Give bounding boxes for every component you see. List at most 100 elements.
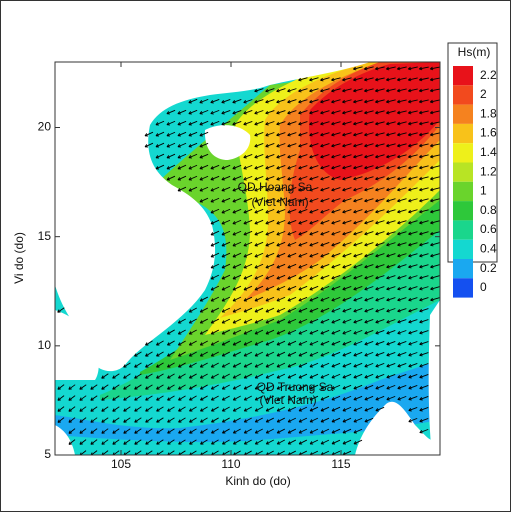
flow-arrow-head (243, 265, 247, 269)
flow-arrow-head (112, 419, 116, 423)
flow-arrow (320, 77, 330, 81)
flow-arrow-head (386, 286, 390, 291)
flow-arrow (222, 406, 230, 412)
flow-arrow-head (386, 353, 390, 357)
flow-arrow (309, 231, 319, 235)
flow-arrow-head (210, 331, 215, 335)
flow-arrow-head (342, 408, 346, 412)
flow-arrow (166, 164, 176, 170)
flow-arrow-head (276, 88, 280, 93)
flow-arrow-head (309, 386, 314, 390)
flow-arrow-head (276, 441, 281, 445)
flow-arrow (342, 187, 352, 191)
flow-arrow-head (189, 397, 193, 401)
colorbar-label: 1.2 (480, 164, 497, 178)
flow-arrow (309, 143, 319, 147)
flow-arrow (320, 406, 330, 412)
flow-arrow (375, 275, 385, 279)
flow-arrow (408, 286, 418, 290)
flow-arrow (331, 439, 341, 445)
flow-arrow (254, 373, 264, 379)
flow-arrow (386, 352, 396, 356)
flow-arrow-head (123, 386, 127, 390)
flow-arrow (430, 220, 440, 224)
flow-arrow (255, 428, 263, 434)
flow-arrow (266, 417, 274, 423)
flow-arrow-head (386, 110, 390, 115)
flow-arrow (331, 220, 341, 224)
flow-arrow (276, 154, 286, 158)
flow-arrow (353, 362, 363, 368)
flow-arrow-head (364, 419, 368, 423)
flow-arrow (320, 307, 330, 313)
flow-arrow-head (419, 397, 423, 401)
flow-arrow (419, 428, 429, 434)
flow-arrow (156, 450, 164, 455)
flow-arrow-head (221, 265, 226, 269)
flow-arrow-head (430, 143, 434, 148)
flow-arrow (364, 187, 374, 191)
flow-arrow (287, 450, 297, 455)
flow-arrow-head (287, 199, 291, 203)
flow-arrow (287, 132, 297, 136)
flow-arrow-head (265, 408, 270, 412)
flow-arrow (211, 384, 219, 390)
flow-arrow-head (177, 111, 181, 115)
flow-arrow-head (243, 287, 248, 291)
flow-arrow-head (177, 166, 181, 170)
flow-arrow-head (68, 397, 72, 401)
flow-arrow (276, 121, 286, 125)
annotation: QD Truong Sa (257, 380, 334, 394)
flow-arrow-head (408, 121, 412, 126)
flow-arrow-head (309, 309, 313, 313)
flow-arrow (430, 209, 440, 213)
flow-arrow-head (210, 309, 215, 313)
flow-arrow (353, 253, 363, 257)
flow-arrow-head (265, 232, 269, 236)
flow-arrow-head (298, 132, 302, 137)
flow-arrow-head (232, 276, 237, 280)
flow-arrow-head (166, 111, 170, 115)
flow-arrow (364, 297, 374, 301)
flow-arrow (79, 428, 87, 434)
flow-arrow-head (265, 143, 269, 148)
flow-arrow-head (419, 352, 423, 357)
flow-arrow (375, 242, 385, 246)
flow-arrow-head (287, 221, 291, 225)
flow-arrow (68, 439, 76, 445)
flow-arrow (342, 406, 352, 412)
flow-arrow (287, 439, 297, 445)
flow-arrow (342, 373, 352, 379)
flow-arrow (134, 406, 142, 412)
flow-arrow-head (276, 265, 280, 269)
flow-arrow (430, 110, 440, 114)
flow-arrow (276, 285, 286, 291)
flow-arrow (287, 176, 297, 180)
flow-arrow (265, 384, 275, 390)
flow-arrow-head (375, 187, 379, 192)
flow-arrow-head (243, 221, 247, 225)
flow-arrow (232, 307, 242, 313)
flow-arrow-head (287, 232, 291, 236)
flow-arrow-head (265, 320, 270, 324)
flow-arrow (101, 428, 109, 434)
flow-arrow-head (408, 176, 412, 181)
flow-arrow (331, 340, 341, 346)
flow-arrow-head (287, 254, 291, 258)
flow-arrow (331, 275, 341, 279)
flow-arrow (255, 417, 263, 423)
flow-arrow-head (342, 121, 346, 126)
flow-arrow (167, 428, 175, 434)
flow-arrow (276, 395, 286, 401)
flow-arrow-head (386, 231, 390, 236)
flow-arrow (364, 209, 374, 213)
flow-arrow-head (419, 165, 423, 170)
flow-arrow-head (375, 308, 379, 313)
flow-arrow (199, 109, 209, 115)
flow-arrow (177, 186, 187, 192)
flow-arrow-head (342, 320, 346, 324)
flow-arrow (243, 186, 253, 192)
flow-arrow (375, 319, 385, 323)
flow-arrow-head (298, 187, 302, 192)
flow-arrow (189, 307, 197, 313)
